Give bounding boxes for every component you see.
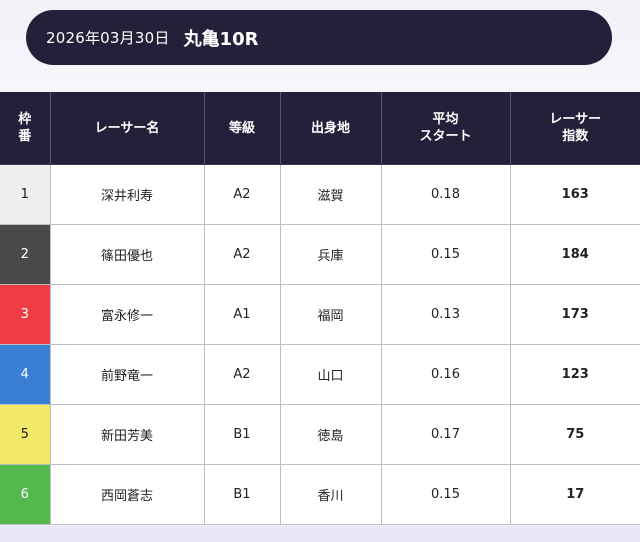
header-waku-line1: 枠 xyxy=(18,112,32,127)
header-hometown: 出身地 xyxy=(280,92,382,165)
waku-cell: 4 xyxy=(0,344,51,405)
racer-index-cell: 163 xyxy=(509,164,640,225)
table-row[interactable]: 4 前野竜一 A2 山口 0.16 123 xyxy=(0,344,640,405)
header-waku-line2: 番 xyxy=(18,129,32,144)
racer-name-cell: 新田芳美 xyxy=(49,404,205,465)
hometown-cell: 兵庫 xyxy=(279,224,382,285)
header-racer-index-line2: 指数 xyxy=(562,129,589,144)
header-name: レーサー名 xyxy=(50,92,205,165)
grade-cell: A2 xyxy=(203,164,281,225)
racer-name-cell: 深井利寿 xyxy=(49,164,205,225)
waku-cell: 2 xyxy=(0,224,51,285)
waku-cell: 6 xyxy=(0,464,51,525)
avg-start-cell: 0.17 xyxy=(380,404,511,465)
avg-start-cell: 0.15 xyxy=(380,224,511,285)
header-avg-start-line1: 平均 xyxy=(432,112,459,127)
avg-start-cell: 0.13 xyxy=(380,284,511,345)
header-area: 2026年03月30日 丸亀10R xyxy=(0,0,640,92)
header-avg-start-line2: スタート xyxy=(419,129,472,144)
race-header: 2026年03月30日 丸亀10R xyxy=(26,10,612,65)
table-row[interactable]: 3 富永修一 A1 福岡 0.13 173 xyxy=(0,284,640,345)
racer-index-cell: 184 xyxy=(509,224,640,285)
avg-start-cell: 0.18 xyxy=(380,164,511,225)
table-row[interactable]: 1 深井利寿 A2 滋賀 0.18 163 xyxy=(0,164,640,225)
racer-name-cell: 富永修一 xyxy=(49,284,205,345)
grade-cell: A2 xyxy=(203,224,281,285)
avg-start-cell: 0.15 xyxy=(380,464,511,525)
hometown-cell: 滋賀 xyxy=(279,164,382,225)
hometown-cell: 山口 xyxy=(279,344,382,405)
hometown-cell: 香川 xyxy=(279,464,382,525)
racer-index-cell: 75 xyxy=(509,404,640,465)
header-grade: 等級 xyxy=(204,92,281,165)
racer-table: 枠 番 レーサー名 等級 出身地 平均 スタート レーサー 指数 1 深井利寿 … xyxy=(0,92,640,525)
waku-cell: 3 xyxy=(0,284,51,345)
racer-index-cell: 123 xyxy=(509,344,640,405)
racer-index-cell: 17 xyxy=(509,464,640,525)
table-row[interactable]: 5 新田芳美 B1 徳島 0.17 75 xyxy=(0,404,640,465)
hometown-cell: 福岡 xyxy=(279,284,382,345)
table-header-row: 枠 番 レーサー名 等級 出身地 平均 スタート レーサー 指数 xyxy=(0,92,640,165)
table-row[interactable]: 6 西岡蒼志 B1 香川 0.15 17 xyxy=(0,464,640,525)
bottom-band xyxy=(0,526,640,542)
racer-name-cell: 前野竜一 xyxy=(49,344,205,405)
grade-cell: B1 xyxy=(203,404,281,465)
grade-cell: A1 xyxy=(203,284,281,345)
waku-cell: 1 xyxy=(0,164,51,225)
header-waku: 枠 番 xyxy=(0,92,51,165)
racer-index-cell: 173 xyxy=(509,284,640,345)
avg-start-cell: 0.16 xyxy=(380,344,511,405)
grade-cell: A2 xyxy=(203,344,281,405)
racer-name-cell: 篠田優也 xyxy=(49,224,205,285)
header-avg-start: 平均 スタート xyxy=(381,92,511,165)
hometown-cell: 徳島 xyxy=(279,404,382,465)
grade-cell: B1 xyxy=(203,464,281,525)
race-title: 丸亀10R xyxy=(183,28,259,50)
waku-cell: 5 xyxy=(0,404,51,465)
race-date: 2026年03月30日 xyxy=(46,29,170,47)
header-racer-index-line1: レーサー xyxy=(549,112,602,127)
table-row[interactable]: 2 篠田優也 A2 兵庫 0.15 184 xyxy=(0,224,640,285)
header-racer-index: レーサー 指数 xyxy=(510,92,640,165)
racer-name-cell: 西岡蒼志 xyxy=(49,464,205,525)
